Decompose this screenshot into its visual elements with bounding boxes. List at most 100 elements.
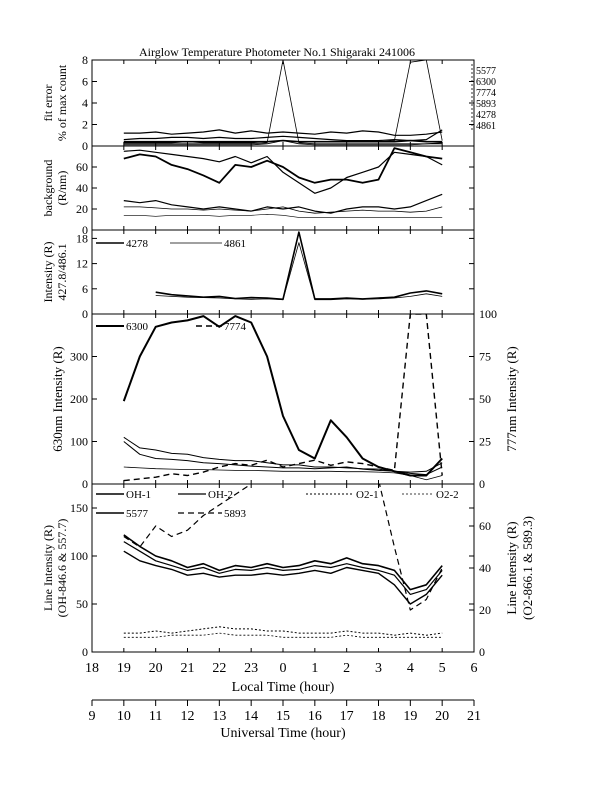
y2-tick-label: 50	[479, 392, 491, 406]
legend-label: 5577	[476, 66, 496, 77]
y-axis-label: % of max count	[55, 64, 69, 141]
y-tick-label: 2	[82, 118, 88, 132]
series-line-5577	[123, 550, 443, 605]
y2-tick-label: 0	[479, 645, 485, 659]
series-line-5893	[123, 484, 443, 611]
series-line-5	[123, 214, 443, 218]
series-group	[123, 484, 443, 638]
legend-label: 6300	[126, 321, 149, 333]
y2-axis-label: 777nm Intensity (R)	[504, 346, 519, 451]
y-tick-label: 0	[82, 477, 88, 491]
y2-tick-label: 60	[479, 519, 491, 533]
y-tick-label: 300	[70, 350, 88, 364]
x-tick-label-local: 19	[117, 661, 131, 676]
legend-label: 4861	[224, 238, 246, 250]
panel-background: 0 20 40 60 background (R/nm)	[41, 145, 475, 237]
series-line-3	[123, 193, 443, 214]
y-tick-label: 0	[82, 645, 88, 659]
x-tick-label-ut: 15	[276, 709, 290, 724]
x-tick-label-ut: 14	[244, 709, 258, 724]
series-line-6300	[122, 315, 443, 477]
legend-label: 4861	[476, 121, 496, 132]
y2-tick-label: 25	[479, 435, 491, 449]
x-tick-label-ut: 17	[340, 709, 354, 724]
y-tick-label: 100	[70, 549, 88, 563]
y-tick-label: 40	[76, 181, 88, 195]
y-tick-label: 18	[76, 231, 88, 245]
series-group	[155, 231, 443, 301]
y-tick-label: 200	[70, 392, 88, 406]
x-tick-label-ut: 12	[181, 709, 195, 724]
legend-label: 6300	[476, 77, 496, 88]
y-axis-label: fit error	[41, 85, 55, 122]
y-axis-label: (OH-846.6 & 557.7)	[55, 519, 69, 618]
panel-frame	[91, 229, 475, 315]
y-tick-label: 6	[82, 282, 88, 296]
legend-label: 5893	[224, 508, 247, 520]
y-axis-label: Line Intensity (R)	[41, 525, 55, 611]
y-tick-label: 150	[70, 501, 88, 515]
series-line-4278	[123, 60, 443, 145]
series-group	[123, 147, 443, 218]
legend-label: O2-2	[436, 489, 459, 501]
series-line-5577	[123, 129, 443, 136]
x-tick-label-ut: 9	[89, 709, 96, 724]
x-tick-label-ut: 20	[435, 709, 449, 724]
x-tick-label-local: 1	[311, 661, 318, 676]
y2-tick-label: 40	[479, 561, 491, 575]
series-line-4861	[123, 140, 443, 146]
series-line-1	[123, 147, 443, 184]
y2-axis-label: Line Intensity (R)	[504, 521, 519, 614]
y-tick-label: 8	[82, 53, 88, 67]
legend-label: OH-1	[126, 489, 151, 501]
y-tick-label: 6	[82, 75, 88, 89]
series-line-7774	[123, 60, 443, 144]
legend-label: O2-1	[356, 489, 379, 501]
series-group	[122, 314, 443, 482]
y2-axis-label: (O2-866.1 & 589.3)	[520, 516, 535, 620]
x-tick-label-local: 20	[149, 661, 163, 676]
y2-tick-label: 100	[479, 307, 497, 321]
y-tick-label: 12	[76, 257, 88, 271]
x-tick-label-ut: 11	[149, 709, 162, 724]
series-line-6300	[123, 129, 443, 142]
y-axis-label: (R/nm)	[55, 171, 69, 206]
x-axis-label-local: Local Time (hour)	[232, 680, 335, 695]
legend-label: 4278	[476, 110, 496, 121]
series-line-4278	[155, 231, 443, 301]
panel-blue_intensity: 0 6 12 18 Intensity (R) 427.8/486.1 4278 4861	[41, 229, 475, 321]
x-tick-label-ut: 16	[308, 709, 322, 724]
series-line-4	[123, 441, 443, 473]
y-axis-label: background	[41, 160, 55, 217]
legend-label: 5893	[476, 99, 496, 110]
series-group	[123, 60, 443, 146]
x-tick-label-local: 5	[439, 661, 446, 676]
legend-label: 4278	[126, 238, 149, 250]
x-tick-label-local: 6	[471, 661, 478, 676]
y-tick-label: 0	[82, 223, 88, 237]
legend-label: 5577	[126, 508, 149, 520]
series-line-o2-2	[123, 632, 443, 638]
series-line-5	[123, 466, 443, 481]
y-tick-label: 60	[76, 160, 88, 174]
y-tick-label: 50	[76, 597, 88, 611]
x-tick-label-ut: 10	[117, 709, 131, 724]
y2-tick-label: 75	[479, 350, 491, 364]
panel-red_intensity: 0 100 200 300 0 25 50 75 100 630nm Intensity (R) 7…	[50, 307, 519, 491]
y-tick-label: 100	[70, 435, 88, 449]
x-tick-label-local: 3	[375, 661, 382, 676]
y-tick-label: 20	[76, 202, 88, 216]
x-tick-label-ut: 18	[372, 709, 386, 724]
series-line-4	[123, 206, 443, 214]
y-axis-label: 630nm Intensity (R)	[50, 346, 65, 451]
x-tick-label-local: 2	[343, 661, 350, 676]
y-axis-label: 427.8/486.1	[55, 243, 69, 300]
x-tick-label-local: 0	[280, 661, 287, 676]
y-tick-label: 4	[82, 96, 88, 110]
x-tick-label-local: 18	[85, 661, 99, 676]
x-tick-label-local: 22	[212, 661, 226, 676]
